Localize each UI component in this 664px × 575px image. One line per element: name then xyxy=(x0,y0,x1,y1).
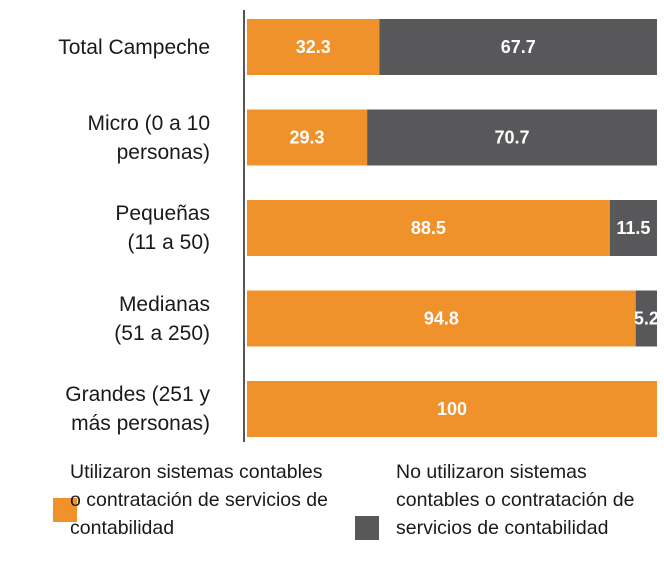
value-label: 88.5 xyxy=(411,218,446,238)
value-label: 11.5 xyxy=(616,218,650,238)
bar-segment xyxy=(635,290,657,347)
bar-segment xyxy=(247,200,610,256)
bar-segment xyxy=(247,290,636,347)
legend-swatch xyxy=(355,516,379,540)
value-label: 70.7 xyxy=(495,127,530,147)
legend-swatch xyxy=(53,498,77,522)
value-label: 94.8 xyxy=(424,308,459,328)
bar-segment xyxy=(609,200,657,256)
value-label: 5.2 xyxy=(634,308,659,328)
category-label: Grandes (251 y más personas) xyxy=(65,383,210,435)
value-label: 67.7 xyxy=(501,37,536,57)
bar-segment xyxy=(247,19,380,75)
value-label: 100 xyxy=(437,399,467,419)
category-label: Total Campeche xyxy=(58,35,210,59)
category-label: Pequeñas (11 a 50) xyxy=(115,202,210,254)
value-label: 29.3 xyxy=(290,127,325,147)
value-label: 32.3 xyxy=(296,37,331,57)
legend-label: Utilizaron sistemas contables o contrata… xyxy=(70,461,328,539)
legend-label: No utilizaron sistemas contables o contr… xyxy=(396,461,635,539)
bar-segment xyxy=(247,109,368,166)
bar-segment xyxy=(379,19,657,75)
bar-segment xyxy=(247,381,657,437)
bar-segment xyxy=(367,109,657,166)
category-label: Medianas (51 a 250) xyxy=(114,292,210,345)
category-label: Micro (0 a 10 personas) xyxy=(87,111,210,164)
